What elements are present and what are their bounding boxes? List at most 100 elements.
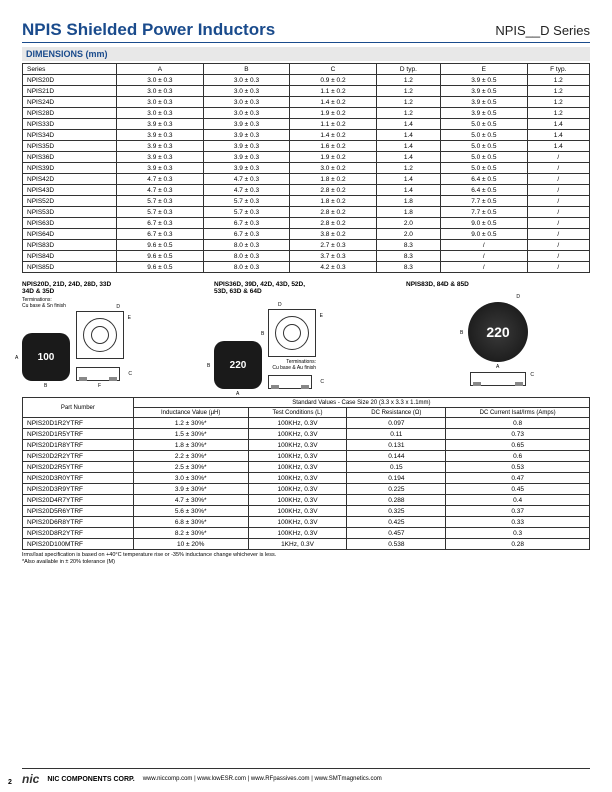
table-cell: 1.2 [527, 97, 589, 108]
inductor-top-view-2: 220 [214, 341, 262, 389]
table-row: NPIS20D100MTRF10 ± 20%1KHz, 0.3V0.5380.2… [23, 539, 590, 550]
table-cell: 4.7 ± 0.3 [203, 185, 290, 196]
termination-note-1: Terminations: Cu base & Sn finish [22, 297, 206, 309]
table-cell: 0.425 [347, 517, 446, 528]
table-row: NPIS20D3R0YTRF3.0 ± 30%*100KHz, 0.3V0.19… [23, 473, 590, 484]
table-cell: NPIS83D [23, 240, 117, 251]
table-cell: NPIS20D5R6YTRF [23, 506, 134, 517]
table-row: NPIS20D3R9YTRF3.9 ± 30%*100KHz, 0.3V0.22… [23, 484, 590, 495]
table-cell: 5.0 ± 0.5 [441, 130, 528, 141]
table-cell: 7.7 ± 0.5 [441, 196, 528, 207]
table-cell: NPIS20D3R9YTRF [23, 484, 134, 495]
table-cell: NPIS84D [23, 251, 117, 262]
table-row: NPIS42D4.7 ± 0.34.7 ± 0.31.8 ± 0.21.46.4… [23, 174, 590, 185]
table-cell: 1.2 [527, 75, 589, 86]
table-cell: 7.7 ± 0.5 [441, 207, 528, 218]
table-cell: / [527, 207, 589, 218]
dim-d-1: D [116, 304, 120, 310]
table-cell: 2.8 ± 0.2 [290, 185, 377, 196]
table-cell: 100KHz, 0.3V [248, 495, 347, 506]
table-cell: NPIS35D [23, 141, 117, 152]
table-cell: 4.7 ± 0.3 [117, 185, 204, 196]
diagram-group-2: NPIS36D, 39D, 42D, 43D, 52D, 53D, 63D & … [214, 281, 398, 389]
table-cell: 0.73 [446, 429, 590, 440]
table-cell: 0.47 [446, 473, 590, 484]
table-cell: 1.2 [376, 108, 440, 119]
dim-d-2: D [278, 302, 282, 308]
page-number: 2 [8, 779, 12, 786]
table-cell: 1.8 ± 0.2 [290, 174, 377, 185]
table-cell: 3.0 ± 0.3 [203, 86, 290, 97]
table-cell: 1.4 ± 0.2 [290, 97, 377, 108]
table-cell: 5.7 ± 0.3 [203, 196, 290, 207]
table-cell: 3.9 ± 0.5 [441, 108, 528, 119]
table-cell: 3.0 ± 30%* [133, 473, 248, 484]
dim-b-2: B [207, 363, 210, 369]
table-cell: / [527, 174, 589, 185]
table-cell: 3.0 ± 0.3 [203, 75, 290, 86]
table-cell: 100KHz, 0.3V [248, 517, 347, 528]
table-cell: 1.4 [376, 141, 440, 152]
dim-b-3: B [460, 330, 463, 336]
table-cell: NPIS34D [23, 130, 117, 141]
table-cell: 0.097 [347, 418, 446, 429]
table-row: NPIS52D5.7 ± 0.35.7 ± 0.31.8 ± 0.21.87.7… [23, 196, 590, 207]
table-cell: 1.4 [376, 152, 440, 163]
table-cell: 4.7 ± 30%* [133, 495, 248, 506]
dim-b-1: B [44, 383, 47, 389]
table-row: NPIS20D3.0 ± 0.33.0 ± 0.30.9 ± 0.21.23.9… [23, 75, 590, 86]
table-cell: 3.0 ± 0.3 [117, 97, 204, 108]
table-cell: 100KHz, 0.3V [248, 506, 347, 517]
table-cell: 3.9 ± 0.3 [117, 119, 204, 130]
dim-e-2: E [320, 313, 323, 319]
table-row: NPIS53D5.7 ± 0.35.7 ± 0.32.8 ± 0.21.87.7… [23, 207, 590, 218]
table-cell: 9.0 ± 0.5 [441, 229, 528, 240]
table-cell: 2.2 ± 30%* [133, 451, 248, 462]
dim-c-3: C [530, 372, 534, 378]
inductor-top-view-1: 100 [22, 333, 70, 381]
table-row: NPIS85D9.6 ± 0.58.0 ± 0.34.2 ± 0.38.3// [23, 262, 590, 273]
table-cell: 100KHz, 0.3V [248, 440, 347, 451]
table-cell: 0.3 [446, 528, 590, 539]
table-cell: 3.9 ± 0.3 [117, 163, 204, 174]
table-cell: NPIS20D [23, 75, 117, 86]
table-cell: 1.2 [376, 97, 440, 108]
table-cell: 0.131 [347, 440, 446, 451]
table-cell: 3.9 ± 0.3 [203, 119, 290, 130]
table-cell: 8.0 ± 0.3 [203, 240, 290, 251]
table-cell: 5.0 ± 0.5 [441, 152, 528, 163]
table-cell: 1.4 [527, 130, 589, 141]
val-col-header: DC Current Isat/Irms (Amps) [446, 408, 590, 418]
table-cell: 8.2 ± 30%* [133, 528, 248, 539]
diagram-group-1: NPIS20D, 21D, 24D, 28D, 33D 34D & 35D Te… [22, 281, 206, 389]
table-cell: / [527, 152, 589, 163]
table-cell: 100KHz, 0.3V [248, 429, 347, 440]
dim-e-1: E [128, 315, 131, 321]
table-cell: 1.4 [376, 119, 440, 130]
table-row: NPIS20D1R5YTRF1.5 ± 30%*100KHz, 0.3V0.11… [23, 429, 590, 440]
page-title: NPIS Shielded Power Inductors [22, 20, 275, 40]
table-row: NPIS20D2R2YTRF2.2 ± 30%*100KHz, 0.3V0.14… [23, 451, 590, 462]
table-cell: 3.9 ± 0.3 [117, 141, 204, 152]
inductor-outline-2 [268, 309, 316, 357]
table-cell: 4.7 ± 0.3 [203, 174, 290, 185]
table-cell: 0.144 [347, 451, 446, 462]
table-cell: 0.225 [347, 484, 446, 495]
table-row: NPIS20D5R6YTRF5.6 ± 30%*100KHz, 0.3V0.32… [23, 506, 590, 517]
table-cell: 1.8 ± 0.2 [290, 196, 377, 207]
page-footer: nic NIC COMPONENTS CORP. www.niccomp.com… [22, 768, 590, 786]
table-row: NPIS39D3.9 ± 0.33.9 ± 0.33.0 ± 0.21.25.0… [23, 163, 590, 174]
table-row: NPIS83D9.6 ± 0.58.0 ± 0.32.7 ± 0.38.3// [23, 240, 590, 251]
table-cell: 8.3 [376, 251, 440, 262]
table-row: NPIS20D6R8YTRF6.8 ± 30%*100KHz, 0.3V0.42… [23, 517, 590, 528]
footnote-line2: *Also available in ± 20% tolerance (M) [22, 559, 590, 566]
table-cell: 3.9 ± 0.5 [441, 75, 528, 86]
table-cell: 3.0 ± 0.3 [117, 75, 204, 86]
table-cell: 1.4 [376, 130, 440, 141]
table-cell: 1.1 ± 0.2 [290, 119, 377, 130]
table-cell: 3.9 ± 0.5 [441, 97, 528, 108]
table-cell: 1.2 [376, 86, 440, 97]
table-cell: 3.9 ± 0.5 [441, 86, 528, 97]
table-cell: 8.0 ± 0.3 [203, 251, 290, 262]
table-cell: NPIS20D6R8YTRF [23, 517, 134, 528]
